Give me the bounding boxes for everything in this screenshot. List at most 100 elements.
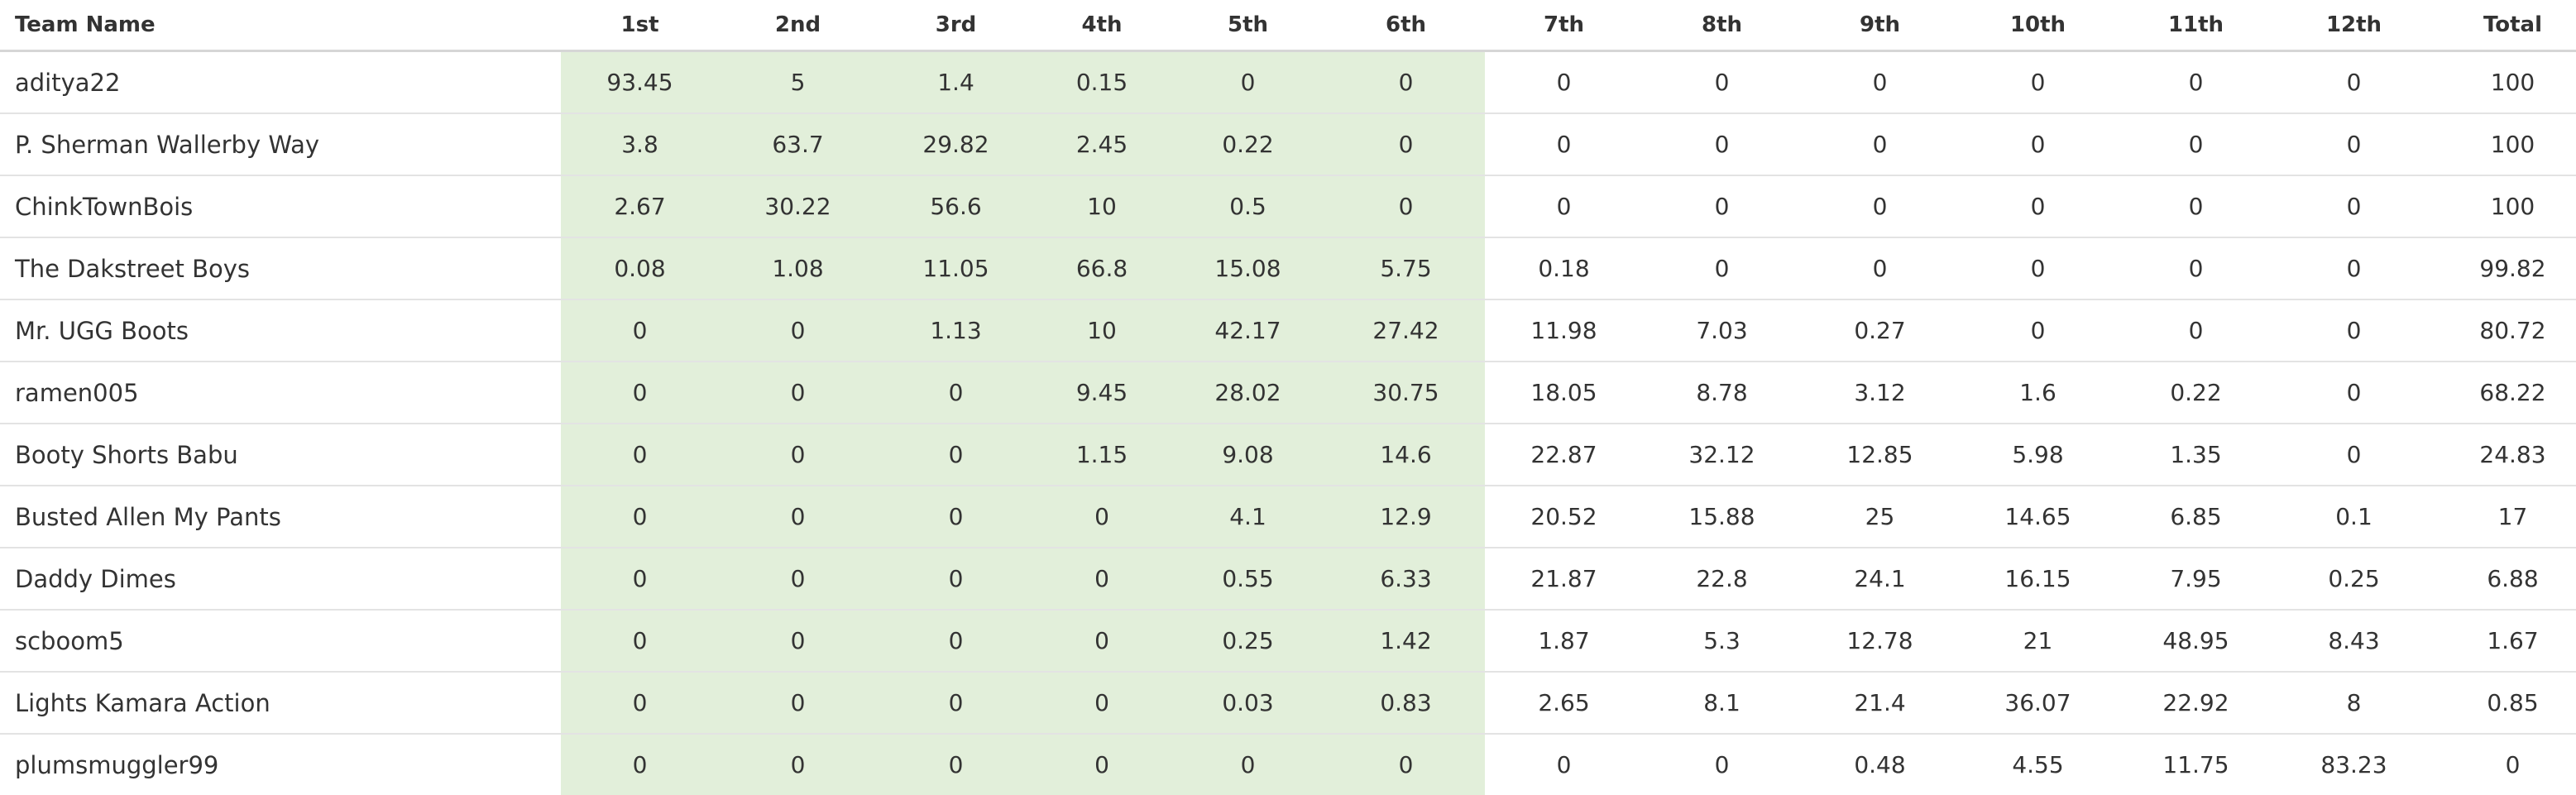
place-7th-cell: 18.05 (1485, 362, 1643, 424)
place-12th-cell: 0 (2275, 237, 2433, 299)
column-header-7th[interactable]: 7th (1485, 0, 1643, 51)
place-7th-cell: 1.87 (1485, 610, 1643, 672)
team-name-cell: scboom5 (0, 610, 561, 672)
place-8th-cell: 0 (1643, 175, 1801, 237)
place-11th-cell: 1.35 (2117, 424, 2275, 486)
place-8th-cell: 0 (1643, 734, 1801, 795)
place-6th-cell: 0.83 (1327, 672, 1485, 734)
place-6th-cell: 5.75 (1327, 237, 1485, 299)
total-cell: 6.88 (2433, 548, 2576, 610)
team-name-cell: Mr. UGG Boots (0, 299, 561, 362)
place-2nd-cell: 0 (719, 424, 877, 486)
place-9th-cell: 0 (1801, 51, 1959, 114)
place-12th-cell: 0.25 (2275, 548, 2433, 610)
place-12th-cell: 0 (2275, 51, 2433, 114)
place-1st-cell: 3.8 (561, 113, 719, 175)
total-cell: 100 (2433, 113, 2576, 175)
total-cell: 80.72 (2433, 299, 2576, 362)
place-7th-cell: 0 (1485, 113, 1643, 175)
place-2nd-cell: 1.08 (719, 237, 877, 299)
place-3rd-cell: 0 (877, 610, 1035, 672)
place-11th-cell: 0.22 (2117, 362, 2275, 424)
place-4th-cell: 2.45 (1035, 113, 1169, 175)
column-header-5th[interactable]: 5th (1169, 0, 1327, 51)
place-1st-cell: 0 (561, 610, 719, 672)
column-header-3rd[interactable]: 3rd (877, 0, 1035, 51)
place-9th-cell: 0.48 (1801, 734, 1959, 795)
place-11th-cell: 0 (2117, 299, 2275, 362)
place-11th-cell: 22.92 (2117, 672, 2275, 734)
team-name-cell: Daddy Dimes (0, 548, 561, 610)
place-10th-cell: 5.98 (1959, 424, 2117, 486)
place-4th-cell: 0 (1035, 486, 1169, 548)
place-11th-cell: 0 (2117, 175, 2275, 237)
place-6th-cell: 14.6 (1327, 424, 1485, 486)
team-name-cell: plumsmuggler99 (0, 734, 561, 795)
team-name-cell: Busted Allen My Pants (0, 486, 561, 548)
place-6th-cell: 6.33 (1327, 548, 1485, 610)
place-4th-cell: 0 (1035, 734, 1169, 795)
column-header-6th[interactable]: 6th (1327, 0, 1485, 51)
place-10th-cell: 1.6 (1959, 362, 2117, 424)
place-1st-cell: 2.67 (561, 175, 719, 237)
place-6th-cell: 0 (1327, 175, 1485, 237)
column-header-total[interactable]: Total (2433, 0, 2576, 51)
place-3rd-cell: 29.82 (877, 113, 1035, 175)
place-2nd-cell: 0 (719, 486, 877, 548)
column-header-4th[interactable]: 4th (1035, 0, 1169, 51)
place-4th-cell: 0 (1035, 548, 1169, 610)
place-10th-cell: 21 (1959, 610, 2117, 672)
column-header-1st[interactable]: 1st (561, 0, 719, 51)
place-2nd-cell: 0 (719, 299, 877, 362)
place-5th-cell: 0 (1169, 51, 1327, 114)
column-header-team-name[interactable]: Team Name (0, 0, 561, 51)
place-11th-cell: 11.75 (2117, 734, 2275, 795)
place-9th-cell: 21.4 (1801, 672, 1959, 734)
place-2nd-cell: 0 (719, 734, 877, 795)
place-4th-cell: 9.45 (1035, 362, 1169, 424)
place-6th-cell: 0 (1327, 113, 1485, 175)
place-6th-cell: 1.42 (1327, 610, 1485, 672)
total-cell: 100 (2433, 51, 2576, 114)
place-9th-cell: 3.12 (1801, 362, 1959, 424)
column-header-8th[interactable]: 8th (1643, 0, 1801, 51)
place-2nd-cell: 63.7 (719, 113, 877, 175)
column-header-11th[interactable]: 11th (2117, 0, 2275, 51)
place-11th-cell: 6.85 (2117, 486, 2275, 548)
place-8th-cell: 32.12 (1643, 424, 1801, 486)
place-5th-cell: 42.17 (1169, 299, 1327, 362)
place-3rd-cell: 0 (877, 362, 1035, 424)
place-11th-cell: 0 (2117, 113, 2275, 175)
place-2nd-cell: 30.22 (719, 175, 877, 237)
place-12th-cell: 0 (2275, 362, 2433, 424)
place-6th-cell: 12.9 (1327, 486, 1485, 548)
total-cell: 24.83 (2433, 424, 2576, 486)
column-header-2nd[interactable]: 2nd (719, 0, 877, 51)
place-5th-cell: 15.08 (1169, 237, 1327, 299)
total-cell: 68.22 (2433, 362, 2576, 424)
place-10th-cell: 14.65 (1959, 486, 2117, 548)
column-header-10th[interactable]: 10th (1959, 0, 2117, 51)
place-9th-cell: 24.1 (1801, 548, 1959, 610)
place-4th-cell: 0.15 (1035, 51, 1169, 114)
place-8th-cell: 0 (1643, 51, 1801, 114)
place-5th-cell: 28.02 (1169, 362, 1327, 424)
place-3rd-cell: 0 (877, 548, 1035, 610)
place-12th-cell: 8 (2275, 672, 2433, 734)
place-6th-cell: 30.75 (1327, 362, 1485, 424)
place-12th-cell: 0.1 (2275, 486, 2433, 548)
place-2nd-cell: 0 (719, 362, 877, 424)
column-header-9th[interactable]: 9th (1801, 0, 1959, 51)
place-11th-cell: 48.95 (2117, 610, 2275, 672)
place-10th-cell: 36.07 (1959, 672, 2117, 734)
place-3rd-cell: 1.13 (877, 299, 1035, 362)
column-header-12th[interactable]: 12th (2275, 0, 2433, 51)
